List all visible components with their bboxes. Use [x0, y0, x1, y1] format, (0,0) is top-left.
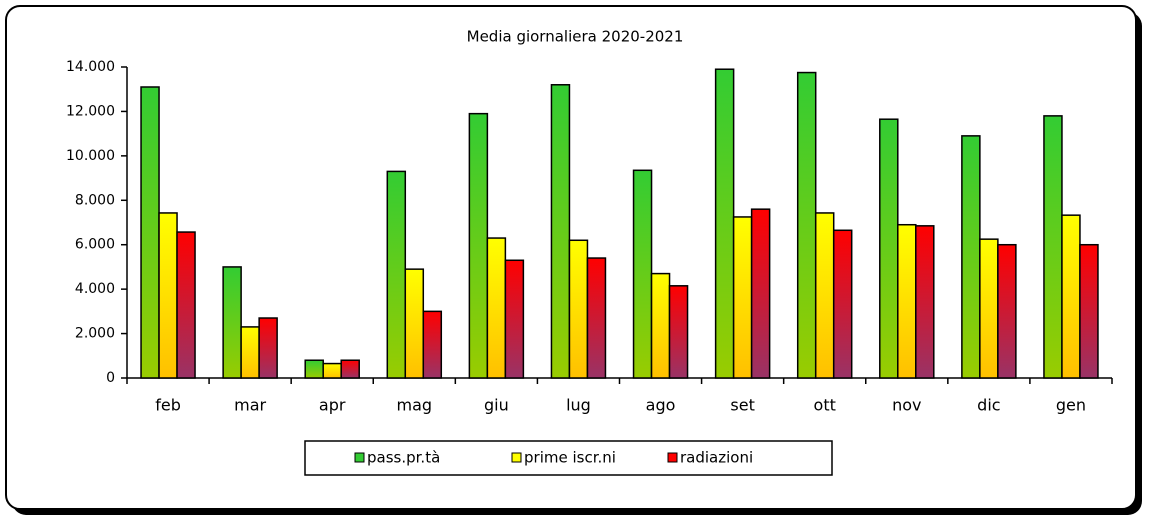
- y-tick-label: 10.000: [66, 148, 115, 164]
- y-tick-label: 4.000: [75, 281, 115, 297]
- bar: [650, 272, 671, 379]
- y-tick-label: 8.000: [75, 192, 115, 208]
- bar: [140, 86, 160, 379]
- legend-swatch: [354, 452, 365, 463]
- x-tick-label: ott: [814, 396, 836, 415]
- bar: [714, 68, 735, 379]
- bar: [632, 169, 653, 379]
- bar: [915, 225, 935, 379]
- bar: [158, 212, 178, 379]
- legend-swatch: [667, 452, 678, 463]
- bar: [322, 362, 342, 379]
- bar: [1079, 243, 1099, 379]
- y-tick-label: 0: [106, 370, 115, 386]
- x-tick-label: feb: [155, 396, 181, 415]
- bar: [422, 310, 443, 379]
- y-tick-label: 2.000: [75, 326, 115, 342]
- bar: [550, 84, 571, 379]
- bar: [222, 266, 242, 379]
- bar: [340, 359, 360, 379]
- bar: [796, 71, 817, 379]
- bar: [568, 239, 589, 379]
- legend-label: pass.pr.tà: [367, 449, 440, 467]
- bar: [258, 317, 278, 379]
- x-tick-label: gen: [1056, 396, 1086, 415]
- legend-swatch: [511, 452, 522, 463]
- y-tick-label: 6.000: [75, 237, 115, 253]
- bar: [668, 285, 689, 379]
- x-tick-label: mar: [234, 396, 266, 415]
- bar: [750, 208, 771, 379]
- bar: [732, 216, 753, 379]
- bar: [897, 223, 917, 379]
- bar: [468, 112, 489, 379]
- legend-label: radiazioni: [680, 449, 753, 467]
- x-tick-label: lug: [566, 396, 591, 415]
- bar: [1061, 214, 1081, 379]
- x-tick-label: giu: [484, 396, 509, 415]
- bar: [240, 326, 260, 379]
- bar: [586, 257, 607, 379]
- x-tick-label: apr: [319, 396, 346, 415]
- bar: [1043, 115, 1063, 379]
- bar: [961, 135, 981, 379]
- bar: [486, 237, 507, 379]
- bar: [304, 359, 324, 379]
- x-tick-label: ago: [646, 396, 676, 415]
- bar: [879, 118, 899, 379]
- x-tick-label: dic: [977, 396, 1000, 415]
- x-tick-label: nov: [892, 396, 921, 415]
- legend-label: prime iscr.ni: [524, 449, 616, 467]
- x-tick-label: mag: [397, 396, 433, 415]
- bar: [404, 268, 425, 379]
- bar: [979, 238, 999, 379]
- bar: [504, 259, 525, 379]
- chart-title: Media giornaliera 2020-2021: [467, 28, 684, 46]
- bar: [386, 170, 407, 379]
- bar: [832, 229, 853, 379]
- bar: [176, 231, 196, 379]
- y-tick-label: 14.000: [66, 59, 115, 75]
- bar: [814, 212, 835, 379]
- legend: [304, 440, 833, 476]
- x-tick-label: set: [730, 396, 754, 415]
- bar: [997, 243, 1017, 379]
- y-tick-label: 12.000: [66, 103, 115, 119]
